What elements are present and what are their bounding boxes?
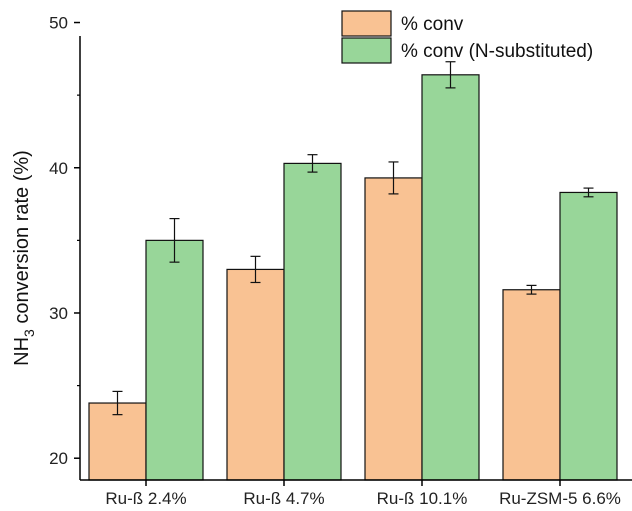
y-ticks: 20 30 40 50 (49, 14, 80, 468)
legend: % conv % conv (N-substituted) (341, 10, 593, 64)
bar-series0-1 (226, 268, 285, 481)
bar-series1-3 (559, 191, 618, 481)
x-ticks: Ru-ß 2.4% Ru-ß 4.7% Ru-ß 10.1% Ru-ZSM-5 6.6… (105, 480, 621, 508)
y-tick-label: 20 (49, 449, 68, 468)
error-bars-layer (112, 61, 594, 416)
bar-series0-3 (502, 289, 561, 481)
y-tick-label: 50 (49, 14, 68, 33)
legend-label-1: % conv (N-substituted) (401, 41, 593, 62)
axes-layer (79, 36, 632, 481)
bar-series1-0 (145, 239, 204, 481)
x-tick-label: Ru-ß 10.1% (377, 489, 468, 508)
bar-series0-0 (88, 402, 147, 481)
y-axis-label-main: NH (11, 337, 33, 366)
y-tick-label: 40 (49, 159, 68, 178)
y-tick-label: 30 (49, 304, 68, 323)
legend-swatch-0 (341, 10, 392, 37)
y-axis-label-rest: conversion rate (%) (11, 150, 33, 329)
x-tick-label: Ru-ß 4.7% (243, 489, 324, 508)
bar-series1-1 (283, 162, 342, 481)
bars-layer (88, 74, 618, 481)
bar-series1-2 (421, 74, 480, 481)
y-axis-label: NH3 conversion rate (%) (11, 150, 37, 366)
bar-series0-2 (364, 177, 423, 481)
legend-label-0: % conv (401, 14, 464, 35)
x-tick-label: Ru-ß 2.4% (105, 489, 186, 508)
legend-swatch-1 (341, 37, 392, 64)
x-tick-label: Ru-ZSM-5 6.6% (499, 489, 621, 508)
y-axis-label-subscript: 3 (21, 329, 37, 337)
